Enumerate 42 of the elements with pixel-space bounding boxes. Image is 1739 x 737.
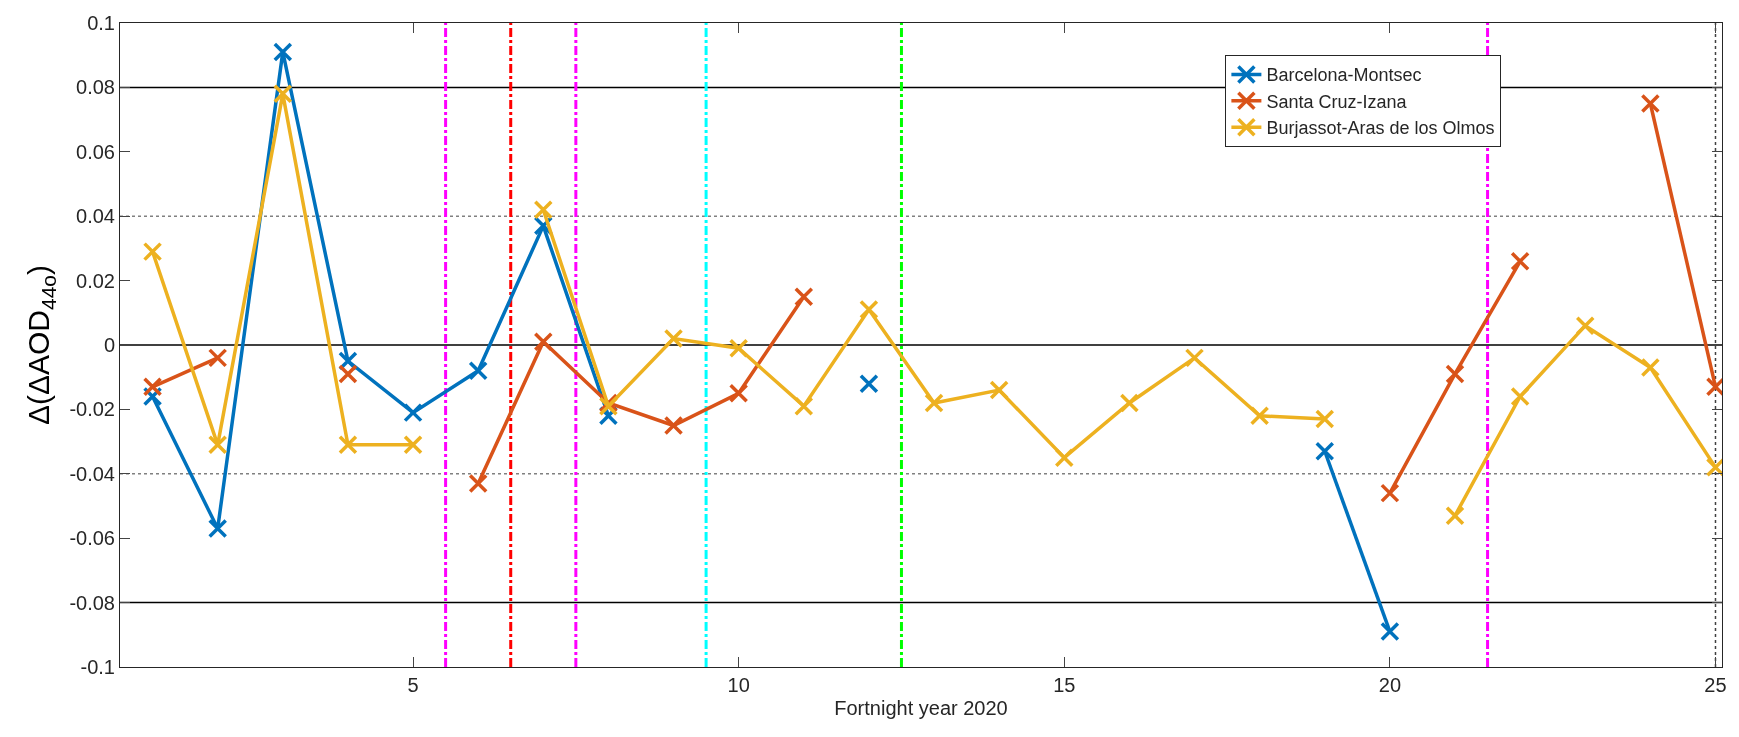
point	[1054, 447, 1075, 468]
point	[1640, 93, 1661, 114]
x-tick-label: 10	[727, 674, 750, 696]
point	[1315, 409, 1335, 429]
point	[1510, 251, 1530, 272]
y-tick-label: -0.08	[69, 591, 115, 614]
point	[663, 328, 684, 349]
legend-label: Barcelona-Montsec	[1266, 65, 1422, 86]
y-tick-label: 0.08	[76, 76, 115, 99]
y-tick-label: 0.1	[87, 12, 115, 34]
point	[989, 380, 1009, 400]
x-tick-label: 20	[1378, 674, 1402, 696]
point	[794, 286, 814, 307]
point	[1119, 393, 1140, 413]
y-tick-label: -0.06	[69, 527, 115, 550]
x-axis-title: Fortnight year 2020	[834, 696, 1008, 719]
y-tick-label: 0.02	[76, 269, 115, 292]
point	[728, 338, 749, 358]
point	[1249, 406, 1270, 426]
point	[794, 396, 814, 416]
y-tick-label: -0.02	[69, 398, 115, 421]
y-tick-label: -0.04	[69, 462, 115, 485]
y-tick-label: -0.1	[80, 656, 115, 678]
point	[859, 373, 879, 394]
y-tick-label: 0.06	[76, 140, 115, 163]
y-tick-label: 0	[103, 334, 115, 356]
point	[663, 415, 684, 436]
legend-label: Santa Cruz-Izana	[1266, 91, 1408, 112]
point	[859, 299, 879, 320]
point	[1575, 315, 1595, 336]
point	[1510, 386, 1530, 407]
legend-label: Burjassot-Aras de los Olmos	[1266, 118, 1495, 139]
point	[728, 383, 749, 404]
y-tick-label: 0.04	[76, 205, 115, 228]
point	[1640, 357, 1661, 378]
point	[924, 393, 944, 413]
x-tick-label: 15	[1053, 674, 1076, 696]
point	[1445, 505, 1465, 526]
point	[1445, 364, 1465, 384]
x-tick-label: 5	[407, 674, 419, 696]
point	[1184, 348, 1205, 368]
x-tick-label: 25	[1704, 674, 1727, 696]
